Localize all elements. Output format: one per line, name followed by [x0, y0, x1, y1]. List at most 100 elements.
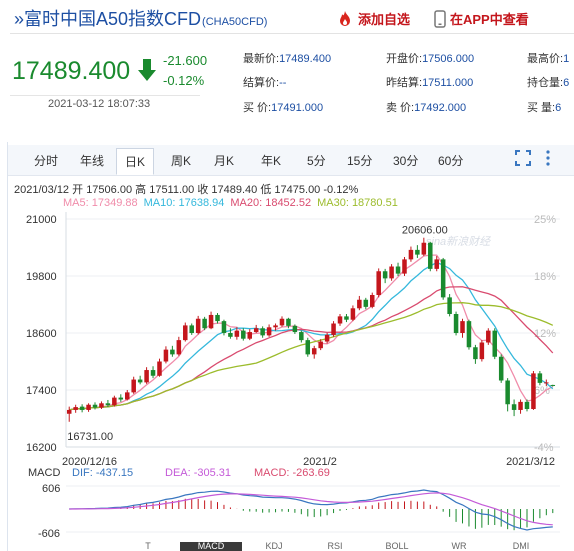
candle — [550, 384, 556, 386]
candle — [395, 266, 401, 274]
candle-high-label: 高 — [135, 184, 147, 196]
candle — [473, 347, 478, 360]
macd-dif: DIF: -437.15 — [72, 467, 133, 479]
quote-field-value: 6 — [555, 102, 562, 114]
x-tick-label: 2021/2 — [303, 456, 337, 468]
macd-value: MACD: -263.69 — [254, 467, 330, 479]
indicator-tab-rsi[interactable]: RSI — [327, 541, 343, 551]
last-price: 17489.400 — [12, 57, 131, 85]
y-tick-label: 19800 — [26, 271, 57, 283]
tab-9[interactable]: 60分 — [438, 154, 464, 168]
candle-open: 17506.00 — [86, 184, 133, 196]
candle — [363, 299, 369, 307]
candle — [299, 332, 304, 341]
candle — [369, 295, 375, 307]
candle — [105, 403, 111, 406]
fullscreen-icon[interactable] — [515, 150, 531, 169]
y-right-tick-label: -4% — [534, 442, 554, 454]
quote-field: 买 量:6 — [527, 99, 561, 115]
quote-field: 最新价:17489.400 — [243, 50, 331, 66]
candle — [479, 342, 485, 360]
candle — [215, 314, 220, 322]
tab-2[interactable]: 日K — [116, 148, 155, 175]
dea-line — [69, 492, 553, 526]
candle — [428, 242, 433, 269]
ma-legend-item: MA30: 18780.51 — [317, 197, 398, 209]
candle — [66, 409, 72, 414]
candle — [324, 334, 330, 342]
candle — [176, 340, 182, 355]
indicator-tab-dmi[interactable]: DMI — [512, 541, 530, 551]
candle — [150, 370, 156, 376]
candle — [486, 330, 491, 343]
quote-field: 结算价:-- — [243, 74, 286, 90]
candle-high: 17511.00 — [149, 184, 195, 196]
candle — [350, 308, 356, 320]
candle — [286, 318, 291, 326]
more-icon[interactable] — [545, 150, 551, 169]
tab-3[interactable]: 周K — [171, 154, 192, 168]
y-right-tick-label: 18% — [534, 271, 556, 283]
dif-line — [69, 489, 553, 531]
candle — [447, 297, 452, 314]
candle — [318, 341, 323, 349]
candle — [234, 330, 240, 337]
tab-1[interactable]: 年线 — [80, 154, 105, 168]
candle-low-label: 低 — [260, 184, 272, 196]
tab-5[interactable]: 年K — [261, 154, 282, 168]
ma5-line — [69, 254, 554, 411]
add-watchlist-button[interactable]: 添加自选 — [336, 9, 410, 28]
indicator-tab-kdj[interactable]: KDJ — [265, 541, 283, 551]
candle — [492, 330, 498, 357]
y-right-tick-label: 6% — [534, 385, 550, 397]
candle — [144, 370, 149, 383]
candle — [137, 379, 143, 383]
price-change: -21.600 — [163, 53, 208, 68]
quote-field-label: 买 量: — [527, 102, 556, 114]
y-tick-label: 17400 — [26, 385, 57, 397]
candle — [273, 325, 278, 328]
title-chevron-icon: » — [14, 9, 25, 29]
candle — [241, 330, 246, 339]
header-divider — [10, 33, 574, 34]
candle — [92, 404, 98, 408]
candle — [99, 403, 104, 408]
tab-4[interactable]: 月K — [214, 154, 235, 168]
candle — [208, 314, 214, 329]
indicator-tab-macd[interactable]: MACD — [180, 542, 242, 551]
y-tick-label: 21000 — [26, 214, 57, 226]
open-in-app-button[interactable]: 在APP中查看 — [434, 9, 529, 28]
candle — [415, 249, 420, 255]
candle — [112, 397, 117, 406]
candle — [163, 349, 169, 362]
tab-0[interactable]: 分时 — [34, 154, 59, 168]
y-right-tick-label: 12% — [534, 328, 556, 340]
candle — [253, 328, 259, 333]
candle — [131, 379, 136, 393]
candle — [260, 328, 265, 336]
quote-field: 最高价:1 — [527, 50, 569, 66]
candle — [382, 271, 388, 279]
quote-field-value: 17511.000 — [422, 77, 474, 89]
indicator-tab-boll[interactable]: BOLL — [385, 541, 409, 551]
quote-field-label: 结算价: — [243, 77, 280, 89]
y-right-tick-label: 25% — [534, 214, 556, 226]
quote-field-label: 最高价: — [527, 53, 564, 65]
instrument-name: 富时中国A50指数CFD — [24, 9, 202, 29]
candle — [118, 397, 124, 400]
candle — [505, 380, 510, 405]
tab-8[interactable]: 30分 — [393, 154, 419, 168]
candle — [228, 333, 233, 337]
macd-y-top: 606 — [42, 483, 60, 495]
instrument-code: (CHA50CFD) — [202, 16, 268, 28]
page-title: »富时中国A50指数CFD(CHA50CFD) — [14, 5, 267, 31]
tab-7[interactable]: 15分 — [347, 154, 373, 168]
candle — [408, 249, 414, 260]
candle — [537, 373, 543, 383]
indicator-tab-t[interactable]: T — [145, 541, 151, 551]
indicator-tab-wr[interactable]: WR — [451, 541, 467, 551]
quote-field-value: -- — [279, 77, 287, 89]
tab-6[interactable]: 5分 — [307, 154, 326, 168]
macd-y-bottom: -606 — [38, 528, 60, 540]
